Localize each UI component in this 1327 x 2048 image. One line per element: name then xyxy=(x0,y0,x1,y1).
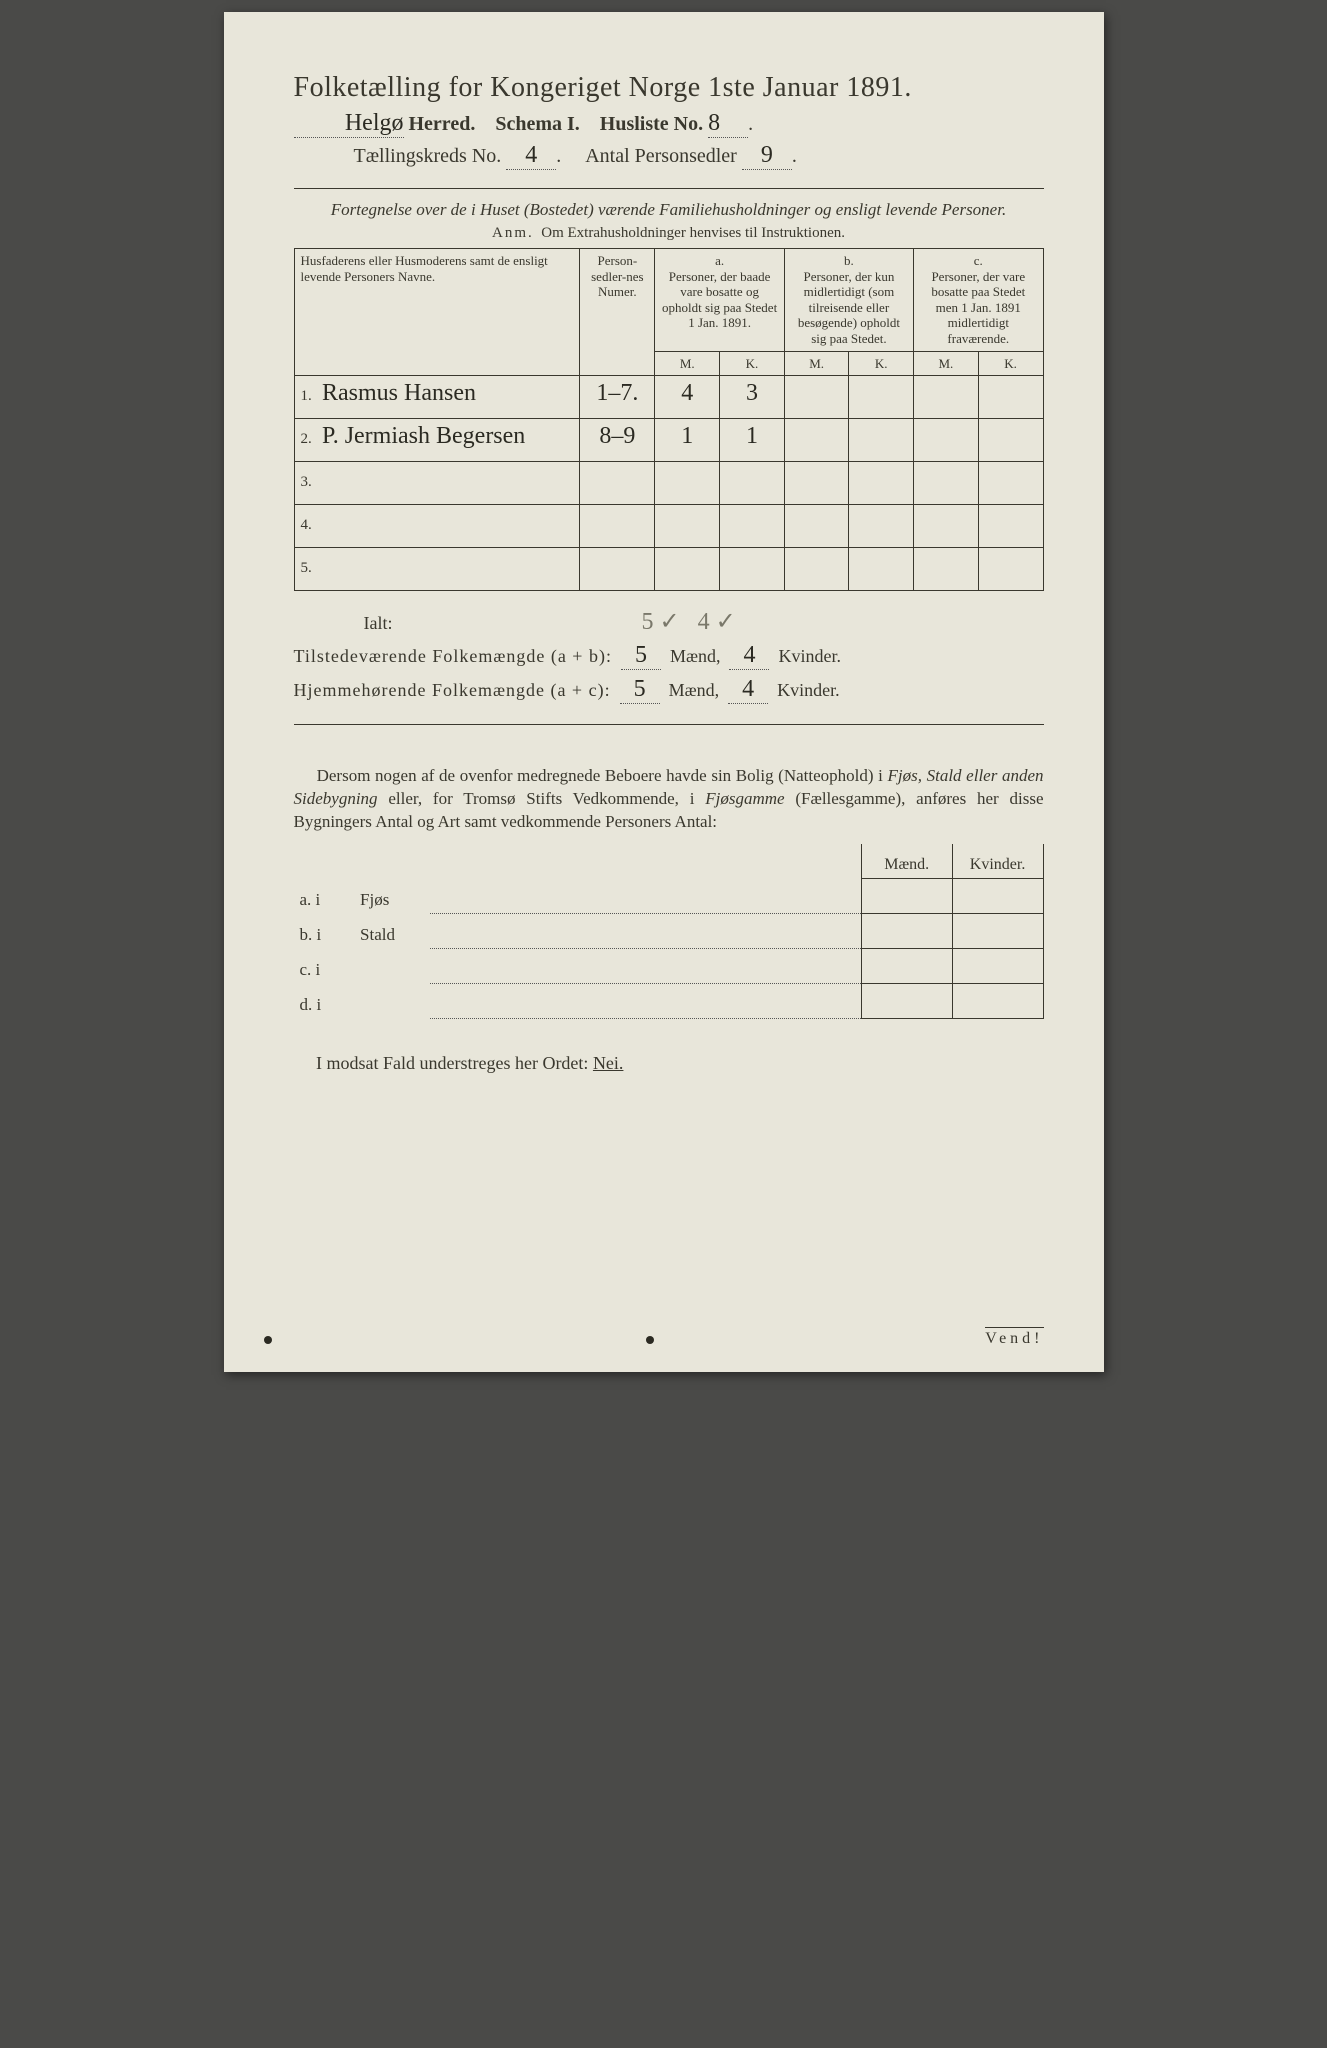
ialt-row: Ialt: 5 ✓ 4 ✓ xyxy=(294,607,1044,636)
hjemme-m: 5 xyxy=(620,676,660,704)
vend-label: Vend! xyxy=(985,1327,1043,1348)
col-b: b. Personer, der kun midlertidigt (som t… xyxy=(784,249,913,352)
ialt-k: 4 ✓ xyxy=(698,609,736,635)
final-text: I modsat Fald understreges her Ordet: xyxy=(316,1053,588,1073)
col-a-k: K. xyxy=(720,351,785,376)
tilstede-row: Tilstedeværende Folkemængde (a + b): 5 M… xyxy=(294,642,1044,670)
main-table: Husfaderens eller Husmoderens samt de en… xyxy=(294,248,1044,591)
rule-2 xyxy=(294,724,1044,725)
table-row: 1. Rasmus Hansen1–7.43 xyxy=(294,376,1043,419)
kvinder-label-1: Kvinder. xyxy=(778,646,841,666)
maend-label-1: Mænd, xyxy=(670,646,721,666)
anm-text: Anm. Om Extrahusholdninger henvises til … xyxy=(294,225,1044,242)
maend-label-2: Mænd, xyxy=(669,680,720,700)
anm-body: Om Extrahusholdninger henvises til Instr… xyxy=(541,225,845,241)
table-row: 3. xyxy=(294,462,1043,505)
side-building-table: Mænd. Kvinder. a. iFjøsb. iStaldc. id. i xyxy=(294,844,1044,1019)
col-c: c. Personer, der vare bosatte paa Stedet… xyxy=(914,249,1043,352)
tilstede-k: 4 xyxy=(729,642,769,670)
nei-word: Nei. xyxy=(593,1053,624,1073)
herred-label: Herred. xyxy=(409,113,476,135)
table-row: 4. xyxy=(294,505,1043,548)
husliste-label: Husliste No. xyxy=(600,113,703,135)
col-a: a. Personer, der baade vare bosatte og o… xyxy=(655,249,784,352)
side-building-para: Dersom nogen af de ovenfor medregnede Be… xyxy=(294,765,1044,834)
personsedler-no: 9 xyxy=(761,142,773,168)
rule-1 xyxy=(294,188,1044,189)
side-row: a. iFjøs xyxy=(294,879,1044,914)
side-maend-header: Mænd. xyxy=(861,844,952,879)
col-a-m: M. xyxy=(655,351,720,376)
col-b-m: M. xyxy=(784,351,849,376)
punch-mark-left xyxy=(264,1336,272,1344)
page-title: Folketælling for Kongeriget Norge 1ste J… xyxy=(294,72,1044,104)
table-row: 5. xyxy=(294,548,1043,591)
col-b-k: K. xyxy=(849,351,914,376)
hjemme-row: Hjemmehørende Folkemængde (a + c): 5 Mæn… xyxy=(294,676,1044,704)
final-line: I modsat Fald understreges her Ordet: Ne… xyxy=(294,1053,1044,1074)
hjemme-label: Hjemmehørende Folkemængde (a + c): xyxy=(294,680,611,700)
tilstede-label: Tilstedeværende Folkemængde (a + b): xyxy=(294,646,612,666)
side-row: c. i xyxy=(294,949,1044,984)
header-line-2: Tællingskreds No. 4. Antal Personsedler … xyxy=(294,142,1044,170)
ialt-label: Ialt: xyxy=(364,613,393,633)
kreds-no: 4 xyxy=(525,142,537,168)
col-names: Husfaderens eller Husmoderens samt de en… xyxy=(294,249,580,376)
hjemme-k: 4 xyxy=(728,676,768,704)
col-nums: Person-sedler-nes Numer. xyxy=(580,249,655,376)
personsedler-label: Antal Personsedler xyxy=(585,145,737,167)
side-row: b. iStald xyxy=(294,914,1044,949)
side-kvinder-header: Kvinder. xyxy=(952,844,1043,879)
husliste-no: 8 xyxy=(708,110,720,136)
instruction-text: Fortegnelse over de i Huset (Bostedet) v… xyxy=(294,199,1044,221)
kreds-label: Tællingskreds No. xyxy=(354,145,502,167)
header-line-1: Helgø Herred. Schema I. Husliste No. 8. xyxy=(294,110,1044,138)
summary-block: Ialt: 5 ✓ 4 ✓ Tilstedeværende Folkemængd… xyxy=(294,607,1044,704)
anm-prefix: Anm. xyxy=(492,225,534,241)
kvinder-label-2: Kvinder. xyxy=(777,680,840,700)
col-c-m: M. xyxy=(914,351,979,376)
col-c-k: K. xyxy=(978,351,1043,376)
schema-label: Schema I. xyxy=(495,113,579,135)
census-form-page: Folketælling for Kongeriget Norge 1ste J… xyxy=(224,12,1104,1372)
ialt-m: 5 ✓ xyxy=(642,609,680,635)
punch-mark-center xyxy=(646,1336,654,1344)
table-row: 2. P. Jermiash Begersen8–911 xyxy=(294,419,1043,462)
side-row: d. i xyxy=(294,984,1044,1019)
tilstede-m: 5 xyxy=(621,642,661,670)
herred-value: Helgø xyxy=(345,110,404,136)
